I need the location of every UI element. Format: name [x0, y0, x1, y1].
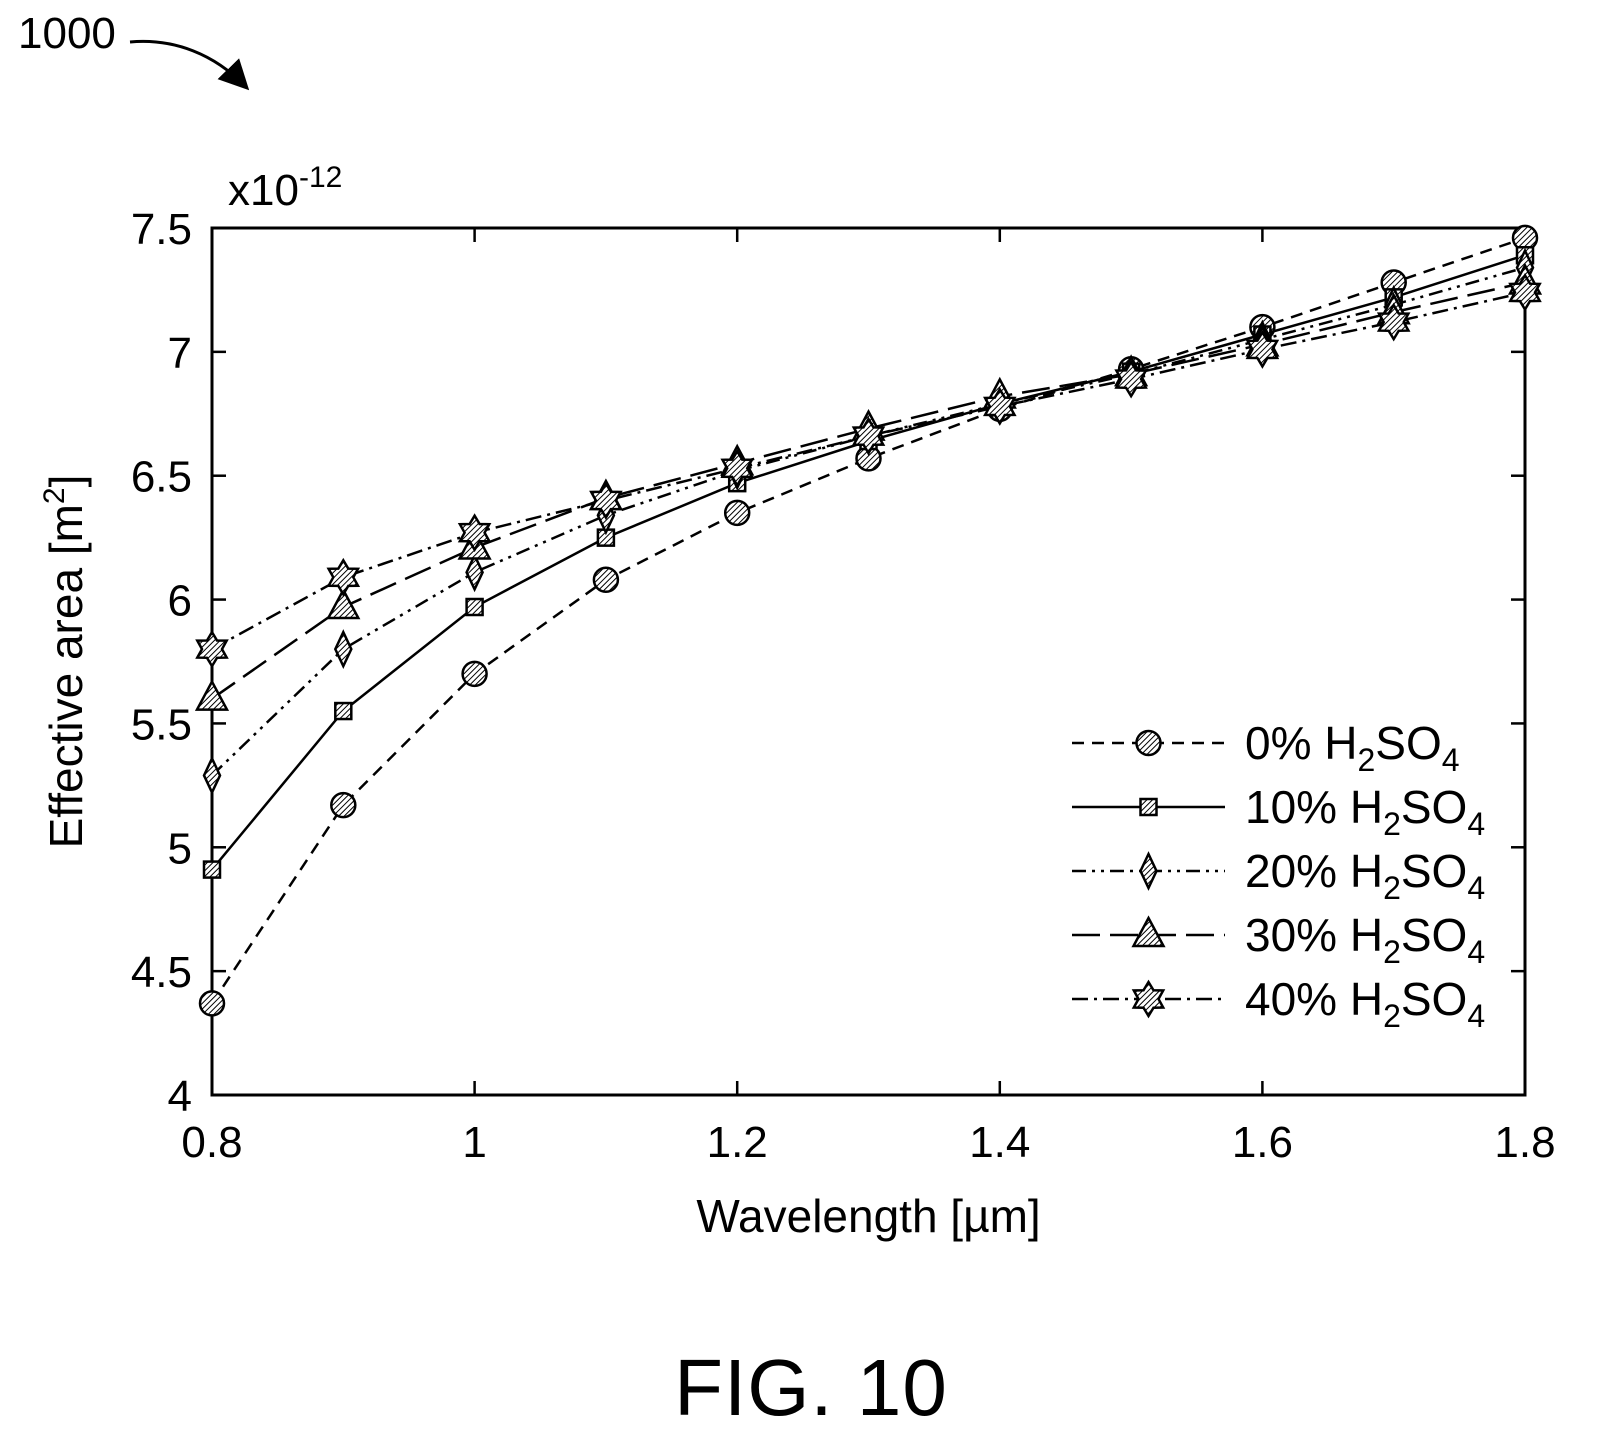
data-point-4-5 — [851, 416, 886, 456]
y-tick-label: 5.5 — [131, 700, 192, 749]
legend-marker-1 — [1139, 797, 1158, 817]
y-tick-label: 7 — [168, 329, 192, 378]
y-tick-label: 4 — [168, 1072, 192, 1121]
x-tick-label: 1 — [462, 1118, 486, 1167]
x-tick-label: 1.8 — [1494, 1118, 1555, 1167]
data-point-3-0 — [194, 679, 230, 711]
x-tick-label: 1.2 — [707, 1118, 768, 1167]
x-tick-label: 0.8 — [181, 1118, 242, 1167]
x-tick-label: 1.4 — [969, 1118, 1030, 1167]
data-point-1-2 — [465, 597, 484, 617]
legend-label-1: 10% H2SO4 — [1245, 781, 1485, 842]
data-point-4-1 — [326, 557, 361, 597]
x-tick-label: 1.6 — [1232, 1118, 1293, 1167]
data-point-4-3 — [589, 481, 623, 520]
y-tick-label: 6 — [168, 577, 192, 626]
data-point-4-8 — [1245, 329, 1280, 369]
data-point-4-6 — [982, 386, 1017, 426]
data-point-4-9 — [1376, 302, 1411, 342]
reference-number: 1000 — [18, 9, 116, 58]
y-tick-label: 6.5 — [131, 453, 192, 502]
y-axis-multiplier: x10-12 — [228, 161, 342, 215]
legend-label-0: 0% H2SO4 — [1245, 717, 1460, 778]
reference-arrow — [129, 39, 250, 91]
data-point-0-3 — [592, 566, 620, 594]
legend-marker-4 — [1131, 979, 1166, 1019]
legend-label-2: 20% H2SO4 — [1245, 845, 1485, 906]
data-point-1-1 — [334, 701, 353, 721]
data-point-0-4 — [723, 499, 751, 527]
axes-frame — [210, 226, 1527, 1097]
data-point-2-1 — [333, 629, 353, 670]
data-point-1-0 — [202, 860, 222, 879]
legend-label-4: 40% H2SO4 — [1245, 973, 1485, 1034]
data-point-2-0 — [202, 755, 222, 796]
data-point-0-1 — [330, 791, 357, 819]
data-point-4-2 — [457, 513, 492, 553]
figure-caption: FIG. 10 — [674, 1343, 948, 1432]
y-tick-label: 5 — [168, 824, 192, 873]
data-point-4-4 — [720, 448, 755, 488]
data-point-4-7 — [1114, 359, 1148, 399]
series-line-1 — [211, 254, 1526, 871]
data-point-4-10 — [1508, 272, 1542, 312]
legend-marker-3 — [1131, 915, 1166, 948]
data-point-0-2 — [461, 660, 488, 688]
series-line-2 — [211, 266, 1526, 777]
data-point-4-0 — [195, 629, 229, 669]
legend-marker-0 — [1135, 729, 1162, 757]
series-line-3 — [211, 281, 1526, 700]
data-point-3-1 — [326, 587, 361, 620]
series-line-0 — [210, 236, 1526, 1004]
y-tick-label: 4.5 — [131, 948, 192, 997]
data-point-2-2 — [465, 552, 484, 593]
legend-marker-2 — [1139, 851, 1158, 891]
x-axis-title: Wavelength [µm] — [696, 1190, 1040, 1242]
y-tick-label: 7.5 — [131, 205, 192, 254]
y-axis-title: Effective area [m2] — [38, 475, 92, 849]
data-point-0-0 — [198, 990, 226, 1017]
plot-area: 0.8 1 1.2 1.4 1.6 1.8 4 4.5 5 5.5 6 6.5 7 7.5 x10-12 Wa… — [38, 161, 1556, 1242]
legend-label-3: 30% H2SO4 — [1245, 909, 1485, 970]
